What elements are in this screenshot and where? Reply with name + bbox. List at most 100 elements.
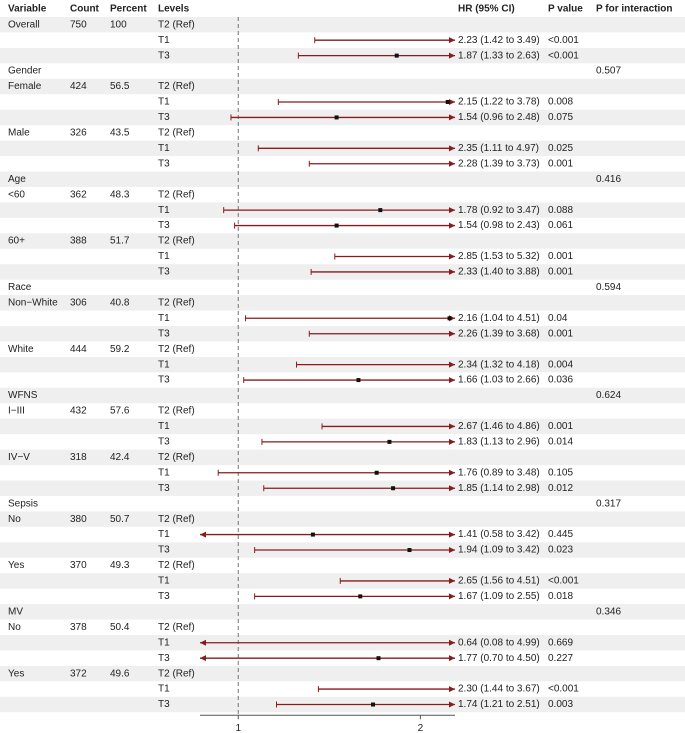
level-cell: T3	[158, 328, 170, 339]
level-cell: T2 (Ref)	[158, 297, 195, 308]
p-cell: 0.04	[548, 313, 568, 324]
count-cell: 424	[70, 81, 87, 92]
level-cell: T2 (Ref)	[158, 514, 195, 525]
point-estimate	[356, 378, 361, 383]
hr-label-cell: 1.85 (1.14 to 2.98)	[458, 483, 540, 494]
p-interaction-cell: 0.416	[596, 174, 621, 185]
percent-cell: 100	[110, 19, 127, 30]
p-cell: 0.227	[548, 653, 573, 664]
variable-cell: Overall	[8, 19, 40, 30]
row-stripe	[0, 665, 685, 682]
level-cell: T2 (Ref)	[158, 560, 195, 571]
count-cell: 318	[70, 452, 87, 463]
count-cell: 444	[70, 344, 87, 355]
level-cell: T3	[158, 50, 170, 61]
variable-cell: No	[8, 622, 21, 633]
level-cell: T3	[158, 267, 170, 278]
point-estimate	[374, 470, 379, 475]
row-stripe	[0, 511, 685, 527]
percent-cell: 59.2	[110, 344, 130, 355]
p-cell: <0.001	[548, 684, 579, 695]
arrow-head	[449, 330, 455, 337]
count-cell: 432	[70, 406, 87, 417]
level-cell: T3	[158, 375, 170, 386]
percent-cell: 50.4	[110, 622, 130, 633]
level-cell: T3	[158, 545, 170, 556]
p-cell: 0.001	[548, 251, 573, 262]
column-header: P for interaction	[596, 4, 673, 15]
p-cell: 0.012	[548, 483, 573, 494]
point-estimate	[334, 223, 339, 228]
p-cell: 0.003	[548, 699, 573, 710]
p-cell: 0.088	[548, 205, 573, 216]
p-interaction-cell: 0.507	[596, 66, 621, 77]
row-stripe	[0, 171, 685, 187]
level-cell: T1	[158, 251, 170, 262]
point-estimate	[334, 115, 339, 120]
variable-cell: Yes	[8, 668, 24, 679]
arrow-head	[449, 531, 455, 538]
p-cell: 0.025	[548, 143, 573, 154]
point-estimate	[407, 548, 412, 553]
hr-label-cell: 1.94 (1.09 to 3.42)	[458, 545, 540, 556]
variable-cell: White	[8, 344, 34, 355]
p-cell: 0.001	[548, 158, 573, 169]
count-cell: 380	[70, 514, 87, 525]
p-interaction-cell: 0.594	[596, 282, 621, 293]
point-estimate	[394, 53, 399, 58]
point-estimate	[371, 702, 376, 707]
level-cell: T1	[158, 576, 170, 587]
level-cell: T1	[158, 684, 170, 695]
p-cell: 0.669	[548, 637, 573, 648]
count-cell: 388	[70, 236, 87, 247]
column-header: Percent	[110, 4, 147, 15]
point-estimate	[358, 594, 363, 599]
p-interaction-cell: 0.346	[596, 606, 621, 617]
arrow-head	[449, 547, 455, 554]
row-stripe	[0, 78, 685, 95]
level-cell: T1	[158, 359, 170, 370]
hr-label-cell: 2.65 (1.56 to 4.51)	[458, 576, 540, 587]
percent-cell: 43.5	[110, 128, 130, 139]
count-cell: 750	[70, 19, 87, 30]
p-cell: <0.001	[548, 35, 579, 46]
hr-label-cell: 2.15 (1.22 to 3.78)	[458, 97, 540, 108]
level-cell: T1	[158, 35, 170, 46]
level-cell: T2 (Ref)	[158, 128, 195, 139]
level-cell: T3	[158, 653, 170, 664]
level-cell: T1	[158, 529, 170, 540]
p-interaction-cell: 0.624	[596, 390, 621, 401]
level-cell: T2 (Ref)	[158, 19, 195, 30]
level-cell: T2 (Ref)	[158, 668, 195, 679]
level-cell: T3	[158, 158, 170, 169]
hr-label-cell: 2.85 (1.53 to 5.32)	[458, 251, 540, 262]
variable-cell: No	[8, 514, 21, 525]
percent-cell: 49.6	[110, 668, 130, 679]
arrow-head	[449, 377, 455, 384]
level-cell: T2 (Ref)	[158, 344, 195, 355]
x-tick-label: 2	[418, 723, 424, 733]
percent-cell: 42.4	[110, 452, 130, 463]
hr-label-cell: 1.76 (0.89 to 3.48)	[458, 467, 540, 478]
count-cell: 326	[70, 128, 87, 139]
row-stripe	[0, 449, 685, 466]
level-cell: T1	[158, 313, 170, 324]
hr-label-cell: 1.41 (0.58 to 3.42)	[458, 529, 540, 540]
count-cell: 370	[70, 560, 87, 571]
row-stripe	[0, 233, 685, 249]
arrow-head	[449, 577, 455, 584]
arrow-head	[449, 655, 455, 662]
p-cell: 0.014	[548, 437, 573, 448]
p-cell: 0.105	[548, 467, 573, 478]
point-estimate	[447, 316, 452, 321]
percent-cell: 57.6	[110, 406, 130, 417]
arrow-head	[449, 37, 455, 44]
p-cell: 0.001	[548, 267, 573, 278]
level-cell: T3	[158, 699, 170, 710]
p-cell: 0.445	[548, 529, 573, 540]
arrow-head	[449, 438, 455, 445]
percent-cell: 56.5	[110, 81, 130, 92]
p-cell: 0.061	[548, 220, 573, 231]
hr-label-cell: 2.67 (1.46 to 4.86)	[458, 421, 540, 432]
arrow-head	[449, 639, 455, 646]
